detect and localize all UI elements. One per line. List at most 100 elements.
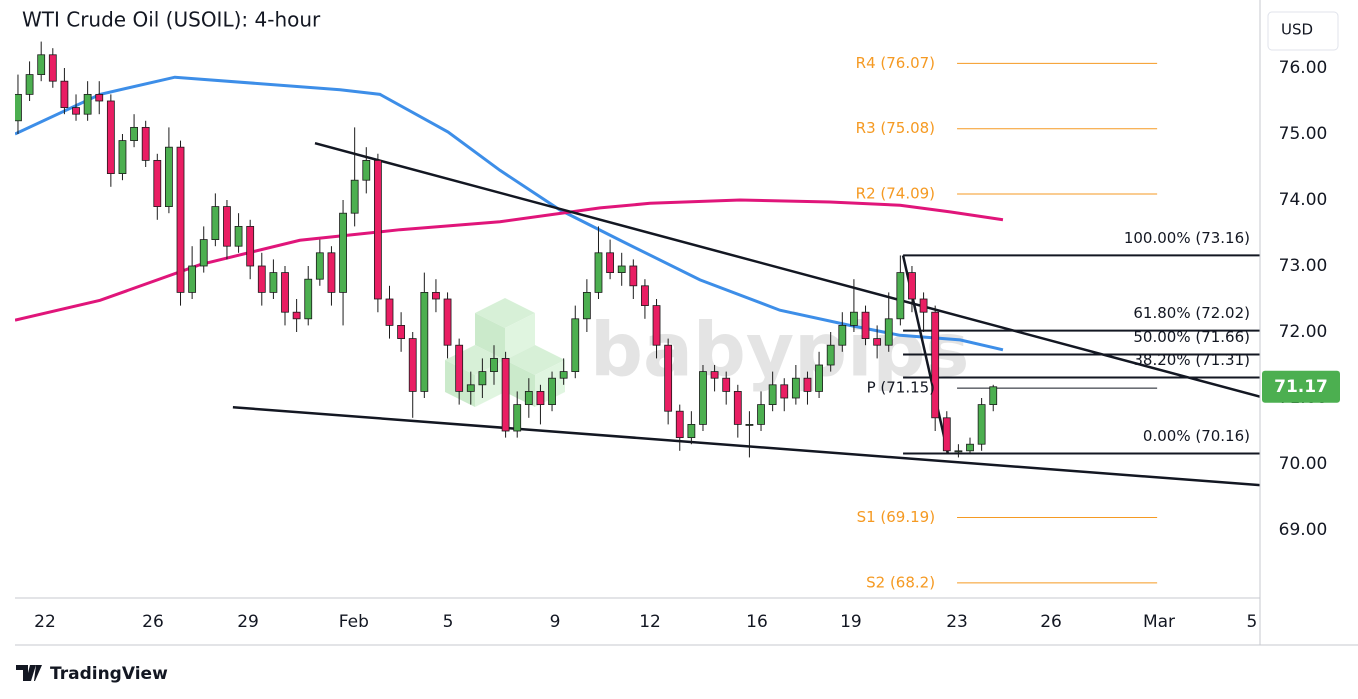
candle-body [954,450,963,453]
candle [989,384,998,412]
candle [501,351,510,438]
candle [443,292,452,359]
candle-body [687,424,696,439]
candle-body [141,126,150,161]
last-price-label: 71.17 [1274,377,1328,397]
fib-label: 100.00% (73.16) [1124,229,1250,247]
candle [699,365,707,432]
x-tick-label: 5 [443,612,454,632]
candle [211,193,220,247]
candle [397,312,406,352]
candle [791,365,800,405]
candle-body [745,424,754,426]
candle [95,81,104,115]
candle [420,272,429,399]
fib-label: 0.00% (70.16) [1143,427,1250,445]
candle-body [304,278,313,320]
fib-label: 38.20% (71.31) [1133,351,1250,369]
candle [408,332,417,418]
candle-body [60,80,69,108]
candle [141,120,150,167]
candle-body [733,391,742,425]
candle-body [803,377,812,392]
candle-body [791,377,800,399]
candle-body [106,100,115,174]
candle [826,332,835,372]
candle [269,259,278,299]
candle [675,404,684,451]
currency-box[interactable] [1267,11,1339,51]
trendline [232,406,1260,487]
candle [908,265,916,313]
candle [478,358,487,399]
candle-body [780,384,789,399]
candle-body [919,298,928,313]
candle-body [966,443,974,452]
candle [350,127,359,227]
x-tick-label: 12 [639,612,661,632]
candle-body [815,364,823,392]
candle [966,437,974,454]
candle-body [455,344,464,392]
y-tick-label: 73.00 [1279,256,1328,276]
candle-body [977,404,986,445]
candle [977,398,986,451]
x-tick-label: 19 [840,612,862,632]
x-tick-label: Feb [339,612,369,632]
candle [652,299,661,359]
candle [838,312,847,352]
candle [292,299,301,333]
candle-body [432,291,440,300]
candle [768,371,777,412]
candle-body [246,225,255,267]
candle-body [490,358,498,373]
candle [165,127,173,214]
y-tick-label: 70.00 [1279,454,1328,474]
brand-name[interactable]: TradingView [50,664,168,684]
chart-title: WTI Crude Oil (USOIL): 4-hour [22,8,321,32]
candle [513,391,522,438]
fib-label: 50.00% (71.66) [1133,328,1250,346]
candle-body [850,311,858,326]
brand-logo[interactable] [16,665,42,681]
candle [385,285,394,339]
candle [629,259,638,299]
candle-body [826,344,835,366]
candle [118,133,127,181]
candle-body [176,146,185,293]
candle [223,199,231,260]
y-tick-label: 69.00 [1279,520,1328,540]
candle-body [385,298,394,326]
candle-body [908,272,916,300]
candle-body [629,265,638,287]
candle [176,140,185,306]
candle [455,338,464,405]
candle [60,67,69,115]
candle-body [72,107,80,115]
candle [15,74,22,134]
candle-body [292,311,301,320]
candle-body [234,225,243,247]
pivot-label: R3 (75.08) [856,119,935,137]
candle-body [95,93,104,102]
candle [339,199,347,326]
candle [757,391,765,432]
candle [815,351,823,399]
x-tick-label: 22 [34,612,56,632]
candle-body [768,384,777,406]
candle-body [838,325,847,346]
candle-body [559,371,568,379]
candle-body [664,344,673,412]
candle-body [269,272,278,293]
candle [594,226,603,299]
pivot-label: R2 (74.09) [856,185,935,203]
candle [466,371,475,405]
candle [733,384,742,438]
candle [803,371,812,405]
candle [83,81,92,121]
candle-body [48,54,57,82]
pivot-label: S1 (69.19) [857,508,935,526]
candle [780,378,789,412]
plot-area [15,41,1260,584]
